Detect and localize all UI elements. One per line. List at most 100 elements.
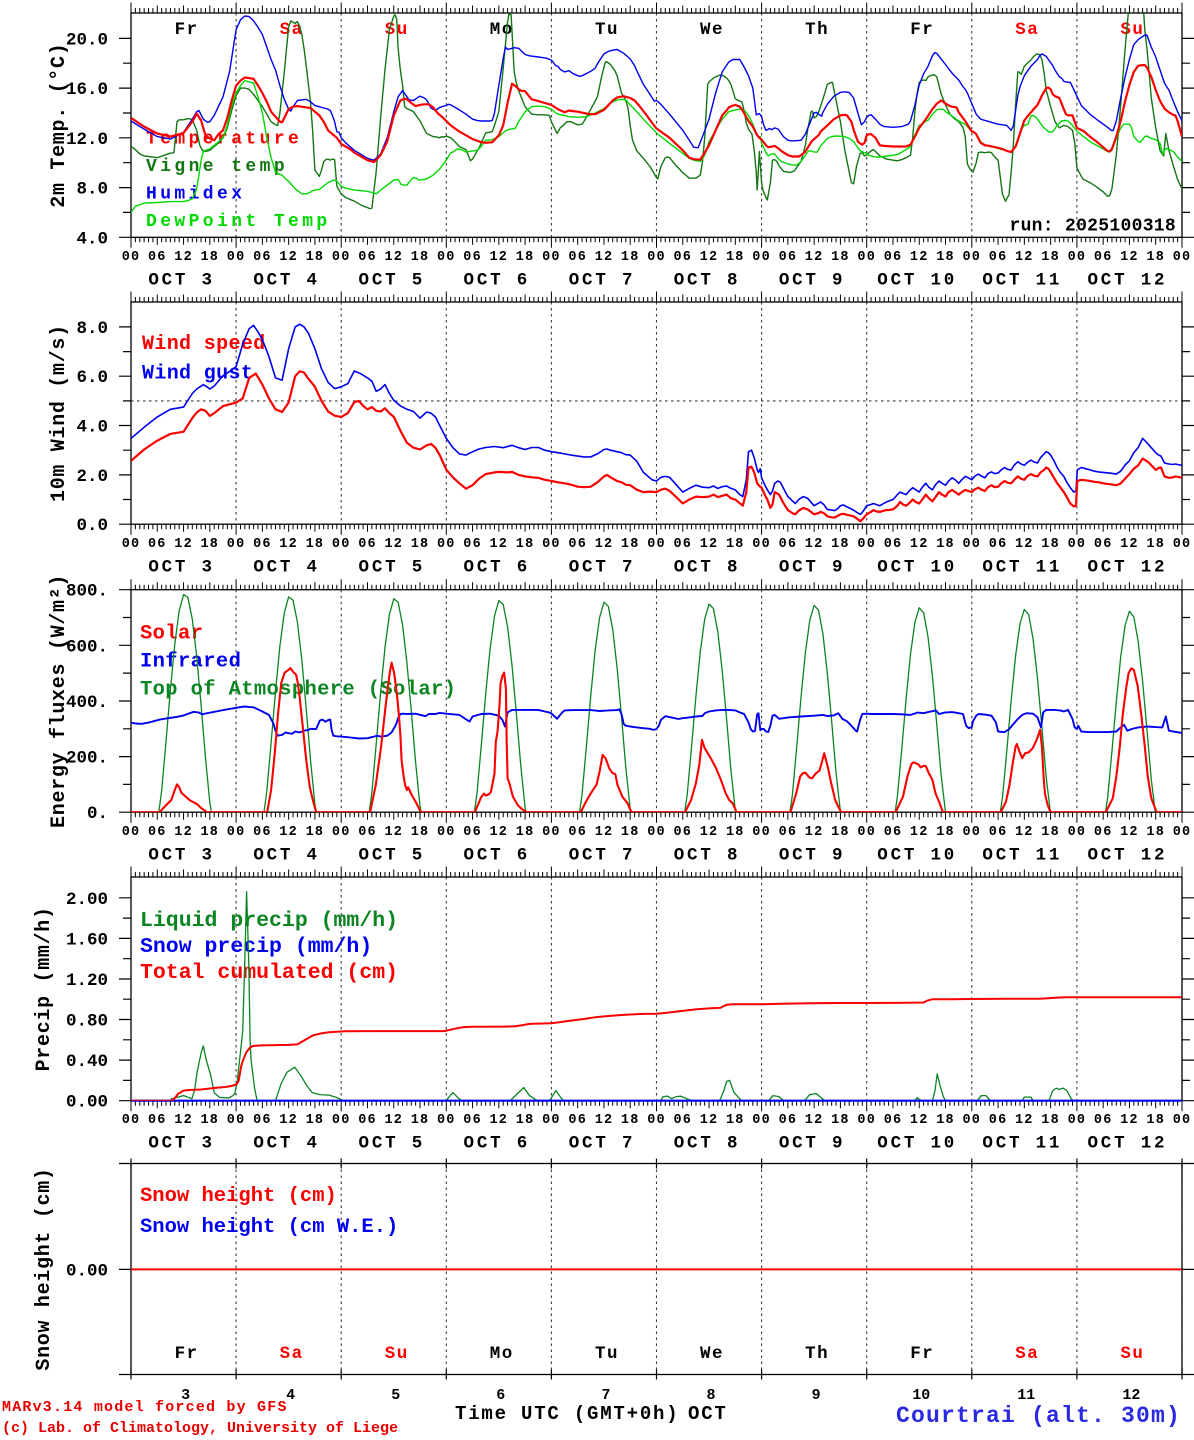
svg-text:06: 06 <box>568 825 587 840</box>
svg-text:6.0: 6.0 <box>76 368 108 388</box>
svg-text:00: 00 <box>647 1113 666 1128</box>
svg-text:06: 06 <box>884 1113 903 1128</box>
svg-text:06: 06 <box>463 537 482 552</box>
svg-text:Sa: Sa <box>280 20 304 40</box>
svg-text:00: 00 <box>542 1113 561 1128</box>
svg-text:OCT 7: OCT 7 <box>569 558 636 578</box>
svg-text:18: 18 <box>200 250 219 265</box>
svg-text:18: 18 <box>936 537 955 552</box>
svg-text:Vigne temp: Vigne temp <box>146 157 288 177</box>
svg-text:12: 12 <box>174 1113 193 1128</box>
svg-text:06: 06 <box>989 825 1008 840</box>
svg-text:OCT 11: OCT 11 <box>982 1134 1062 1154</box>
svg-text:12: 12 <box>1120 537 1139 552</box>
svg-text:12: 12 <box>279 537 298 552</box>
svg-text:3: 3 <box>181 1387 190 1404</box>
svg-text:18: 18 <box>936 825 955 840</box>
svg-text:OCT 8: OCT 8 <box>674 846 741 866</box>
svg-text:18: 18 <box>936 1113 955 1128</box>
svg-text:12: 12 <box>489 537 508 552</box>
svg-text:Courtrai (alt. 30m): Courtrai (alt. 30m) <box>896 1403 1181 1429</box>
svg-text:06: 06 <box>779 825 798 840</box>
svg-text:400.: 400. <box>66 693 108 713</box>
svg-text:18: 18 <box>516 537 535 552</box>
svg-text:10m Wind (m/s): 10m Wind (m/s) <box>48 324 71 502</box>
svg-text:18: 18 <box>306 250 325 265</box>
svg-text:2.00: 2.00 <box>66 890 108 910</box>
svg-text:9: 9 <box>812 1387 821 1404</box>
svg-text:12: 12 <box>910 825 929 840</box>
svg-text:00: 00 <box>332 825 351 840</box>
svg-text:18: 18 <box>621 825 640 840</box>
svg-text:18: 18 <box>831 825 850 840</box>
svg-text:8.0: 8.0 <box>76 319 108 339</box>
svg-text:OCT 9: OCT 9 <box>779 558 846 578</box>
svg-text:18: 18 <box>306 1113 325 1128</box>
svg-text:12: 12 <box>1015 825 1034 840</box>
svg-text:OCT 6: OCT 6 <box>464 558 531 578</box>
svg-text:12: 12 <box>1120 825 1139 840</box>
svg-text:06: 06 <box>148 537 167 552</box>
svg-text:12: 12 <box>279 1113 298 1128</box>
svg-text:1.60: 1.60 <box>66 930 108 950</box>
svg-text:06: 06 <box>779 250 798 265</box>
svg-text:We: We <box>700 20 724 40</box>
svg-text:12: 12 <box>1122 1387 1140 1404</box>
svg-text:200.: 200. <box>66 749 108 769</box>
svg-text:0.80: 0.80 <box>66 1012 108 1032</box>
svg-text:00: 00 <box>122 537 141 552</box>
svg-text:Th: Th <box>805 20 829 40</box>
svg-text:00: 00 <box>962 825 981 840</box>
svg-text:12: 12 <box>174 537 193 552</box>
svg-text:18: 18 <box>1041 825 1060 840</box>
svg-text:Wind speed: Wind speed <box>142 333 266 356</box>
svg-text:OCT 5: OCT 5 <box>359 271 426 291</box>
svg-text:00: 00 <box>542 537 561 552</box>
svg-text:OCT 3: OCT 3 <box>148 271 215 291</box>
svg-text:00: 00 <box>857 825 876 840</box>
svg-text:12: 12 <box>595 825 614 840</box>
svg-text:12: 12 <box>595 250 614 265</box>
svg-text:18: 18 <box>831 1113 850 1128</box>
svg-text:00: 00 <box>1173 825 1192 840</box>
svg-text:00: 00 <box>332 250 351 265</box>
svg-text:00: 00 <box>122 825 141 840</box>
svg-text:00: 00 <box>752 537 771 552</box>
svg-text:Fr: Fr <box>910 20 934 40</box>
svg-text:06: 06 <box>673 250 692 265</box>
svg-text:OCT 6: OCT 6 <box>464 846 531 866</box>
svg-text:00: 00 <box>332 537 351 552</box>
svg-text:Solar: Solar <box>140 623 203 646</box>
svg-text:We: We <box>700 1344 724 1364</box>
svg-text:06: 06 <box>253 537 272 552</box>
svg-text:12: 12 <box>595 537 614 552</box>
svg-text:00: 00 <box>1068 250 1087 265</box>
svg-text:Snow precip (mm/h): Snow precip (mm/h) <box>140 935 372 959</box>
svg-text:OCT 7: OCT 7 <box>569 271 636 291</box>
svg-text:18: 18 <box>831 537 850 552</box>
svg-text:OCT 12: OCT 12 <box>1087 1134 1167 1154</box>
svg-text:18: 18 <box>726 1113 745 1128</box>
svg-text:OCT 6: OCT 6 <box>464 271 531 291</box>
svg-text:12: 12 <box>595 1113 614 1128</box>
svg-text:06: 06 <box>568 1113 587 1128</box>
svg-text:10: 10 <box>912 1387 930 1404</box>
svg-text:00: 00 <box>857 1113 876 1128</box>
svg-text:12: 12 <box>1120 1113 1139 1128</box>
svg-text:Tu: Tu <box>595 20 619 40</box>
svg-text:12: 12 <box>700 1113 719 1128</box>
svg-text:2m Temp. (°C): 2m Temp. (°C) <box>48 43 71 208</box>
svg-text:Mo: Mo <box>490 20 514 40</box>
svg-text:00: 00 <box>332 1113 351 1128</box>
svg-text:0.00: 0.00 <box>66 1261 108 1281</box>
svg-text:OCT 4: OCT 4 <box>253 558 320 578</box>
svg-text:Liquid precip (mm/h): Liquid precip (mm/h) <box>140 909 398 933</box>
svg-text:06: 06 <box>148 250 167 265</box>
svg-text:18: 18 <box>726 250 745 265</box>
svg-text:00: 00 <box>752 825 771 840</box>
svg-text:12: 12 <box>1015 537 1034 552</box>
svg-text:OCT 10: OCT 10 <box>877 271 957 291</box>
svg-text:18: 18 <box>1041 250 1060 265</box>
svg-text:7: 7 <box>601 1387 610 1404</box>
svg-text:12: 12 <box>489 1113 508 1128</box>
